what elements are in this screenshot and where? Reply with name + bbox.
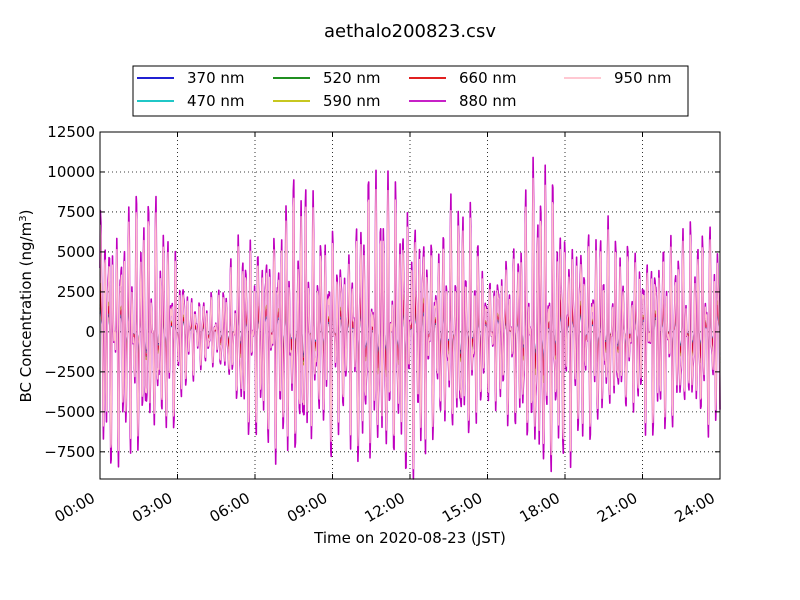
legend-label: 880 nm bbox=[459, 92, 517, 110]
series-layer bbox=[99, 156, 721, 480]
legend-label: 660 nm bbox=[459, 69, 517, 87]
legend-entry: 590 nm bbox=[273, 92, 381, 110]
legend-entry: 950 nm bbox=[564, 69, 672, 87]
legend-label: 520 nm bbox=[323, 69, 381, 87]
series-line-950-nm bbox=[99, 177, 721, 470]
y-axis-label: BC Concentration (ng/m3) bbox=[17, 210, 35, 403]
legend-entry: 660 nm bbox=[409, 69, 517, 87]
y-tick-label: −2500 bbox=[44, 363, 95, 381]
legend-label: 950 nm bbox=[614, 69, 672, 87]
y-tick-label: −7500 bbox=[44, 443, 95, 461]
y-tick-label: 2500 bbox=[57, 283, 95, 301]
x-axis-label: Time on 2020-08-23 (JST) bbox=[313, 529, 506, 547]
y-tick-label: 10000 bbox=[47, 163, 95, 181]
x-tick-label: 00:00 bbox=[52, 489, 98, 526]
x-tick-label: 03:00 bbox=[129, 489, 175, 526]
legend-entry: 520 nm bbox=[273, 69, 381, 87]
y-axis-label-superscript: 3 bbox=[18, 215, 29, 221]
chart-title: aethalo200823.csv bbox=[324, 21, 496, 42]
y-tick-label: 0 bbox=[85, 323, 95, 341]
x-tick-label: 12:00 bbox=[362, 489, 408, 526]
x-tick-label: 18:00 bbox=[517, 489, 563, 526]
legend-label: 590 nm bbox=[323, 92, 381, 110]
y-tick-label: 5000 bbox=[57, 243, 95, 261]
x-tick-label: 21:00 bbox=[594, 489, 640, 526]
legend-label: 470 nm bbox=[187, 92, 245, 110]
legend-entry: 370 nm bbox=[137, 69, 245, 87]
legend-entry: 470 nm bbox=[137, 92, 245, 110]
y-axis-ticks: 12500 10000 7500 5000 2500 0 −2500 −5000 −7500 bbox=[44, 123, 720, 461]
legend-entry: 880 nm bbox=[409, 92, 517, 110]
y-axis-label-close: ) bbox=[17, 210, 35, 216]
y-tick-label: 7500 bbox=[57, 203, 95, 221]
legend-box bbox=[132, 65, 689, 117]
x-tick-label: 24:00 bbox=[672, 489, 718, 526]
legend-label: 370 nm bbox=[187, 69, 245, 87]
y-tick-label: −5000 bbox=[44, 403, 95, 421]
x-tick-label: 06:00 bbox=[207, 489, 253, 526]
x-tick-label: 15:00 bbox=[439, 489, 485, 526]
chart-legend: 370 nm 470 nm 520 nm 590 nm 660 nm 880 nm 950 … bbox=[132, 65, 689, 117]
y-tick-label: 12500 bbox=[47, 123, 95, 141]
x-tick-label: 09:00 bbox=[284, 489, 330, 526]
y-axis-label-main: BC Concentration (ng/m bbox=[17, 222, 35, 403]
